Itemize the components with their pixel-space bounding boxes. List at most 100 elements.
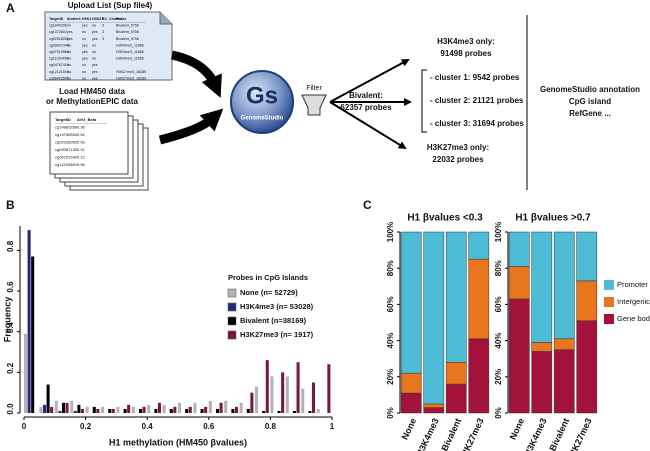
histogram-bar xyxy=(162,404,166,413)
panel-label: A xyxy=(6,1,15,15)
legend-label: H3K27me3 (n= 1917) xyxy=(240,330,314,339)
histogram-bar xyxy=(92,406,96,413)
stacked-bar xyxy=(531,342,553,352)
histogram-bar xyxy=(65,402,69,413)
histogram-bar xyxy=(265,360,269,413)
table-cell: H3K4me3_11866 xyxy=(116,50,144,54)
histogram-bar xyxy=(208,400,212,413)
histogram-bar xyxy=(173,406,177,413)
stacked-bar xyxy=(576,320,598,414)
filter-icon xyxy=(301,94,327,116)
big-arrow xyxy=(170,50,222,98)
x-tick-label: None xyxy=(400,417,419,442)
histogram-bar xyxy=(101,406,105,413)
table-cell: 0.93 xyxy=(77,140,86,145)
histogram-bar xyxy=(281,372,285,413)
histogram-bar xyxy=(80,408,84,413)
stacked-bar xyxy=(400,392,422,414)
output-label: Bivalent: xyxy=(349,91,383,100)
annotation: RefGene ... xyxy=(569,109,611,118)
histogram-bar xyxy=(262,410,266,413)
histogram-bar xyxy=(50,406,54,413)
table-cell: cg02318050 xyxy=(55,140,78,145)
table-cell: H3K4me3_11866 xyxy=(116,57,144,61)
logo-circle xyxy=(230,70,294,134)
document-icon xyxy=(44,11,173,81)
upload-table: TargetID bivalent H3K4 H3K27BV_ClusterPeaks… xyxy=(49,17,146,80)
histogram-bar xyxy=(138,408,143,413)
histogram-bar xyxy=(24,333,28,413)
legend-swatch xyxy=(604,297,614,307)
panel-label: C xyxy=(363,198,372,212)
y-tick-label: 100% xyxy=(386,222,395,242)
stacked-bar xyxy=(468,338,490,414)
table-cell: no xyxy=(67,70,71,74)
histogram-bar xyxy=(250,392,254,413)
arrow xyxy=(329,101,407,150)
table-cell: cg06761542 xyxy=(55,155,78,160)
histogram-bar xyxy=(61,402,66,413)
histogram-bar xyxy=(188,406,192,413)
stacked-bar xyxy=(553,231,575,340)
y-axis-label: Frequency xyxy=(2,297,12,343)
histogram-bar xyxy=(31,256,35,413)
table-cell: no xyxy=(82,63,86,67)
table-cell: Bivalent_5756 xyxy=(116,24,139,28)
table-header: H3K27 xyxy=(92,17,103,21)
histogram-bar xyxy=(85,406,89,413)
table-header: bivalent xyxy=(67,17,81,21)
table-cell: cg14750653 xyxy=(55,132,78,137)
y-tick-label: 40% xyxy=(494,333,503,349)
table-cell: yes xyxy=(82,57,88,61)
table-cell: no xyxy=(92,50,96,54)
legend-label: Intergenic xyxy=(617,297,650,306)
y-tick-label: 0.0 xyxy=(6,403,15,415)
table-cell: no xyxy=(67,76,71,80)
stacked-bar xyxy=(508,298,530,414)
table-cell: 3 xyxy=(102,37,104,41)
table-cell: yes xyxy=(67,30,73,34)
stacked-bar xyxy=(531,231,553,343)
legend-title: Probes in CpG Islands xyxy=(228,273,308,282)
table-cell: yes xyxy=(67,37,73,41)
histogram-bar xyxy=(142,406,146,413)
x-tick-label: 0 xyxy=(22,422,27,431)
legend-label: Promoter xyxy=(617,280,648,289)
logo-name: GenomeStudio xyxy=(241,116,284,122)
table-cell: cg09087130 xyxy=(55,147,78,152)
stacked-bar xyxy=(445,231,467,363)
histogram-bar xyxy=(327,364,331,413)
table-cell: 0.54 xyxy=(77,132,86,137)
histogram-bar xyxy=(39,406,43,413)
table-header: H3K4 xyxy=(82,17,91,21)
y-tick-label: 80% xyxy=(386,260,395,276)
y-tick-label: 20% xyxy=(494,369,503,385)
arrow xyxy=(329,59,410,103)
output-count: 62357 probes xyxy=(340,103,392,112)
table-cell: cg07910962 xyxy=(49,50,69,54)
x-tick-label: Bivalent xyxy=(547,417,571,451)
table-cell: no xyxy=(67,63,71,67)
stacked-bar xyxy=(553,349,575,414)
chart-title: H1 βvalues <0.3 xyxy=(407,213,483,224)
table-cell: yes xyxy=(92,30,98,34)
cluster: - cluster 1: 9542 probes xyxy=(430,73,520,82)
stacked-bar xyxy=(531,351,553,414)
legend-swatch xyxy=(227,330,237,340)
histogram-bar xyxy=(77,404,81,413)
stacked-bar xyxy=(508,266,530,300)
table-cell: Bivalent_5756 xyxy=(116,37,139,41)
legend-swatch xyxy=(604,314,614,324)
table-cell: yes xyxy=(92,76,98,80)
table-cell: H3K27me3_16289 xyxy=(116,70,146,74)
table-cell: cg12121504 xyxy=(49,70,69,74)
histogram-bar xyxy=(73,410,77,413)
histogram-bar xyxy=(296,362,300,413)
stacked-bar xyxy=(445,362,467,385)
table-cell: cg06423507 xyxy=(49,76,69,80)
table-cell: 0.36 xyxy=(77,125,86,130)
document-fold xyxy=(159,12,172,25)
y-tick-label: 0.4 xyxy=(6,322,15,334)
output-label: H3K4me3 only: xyxy=(437,37,495,46)
table-cell: cg14860289 xyxy=(55,125,78,130)
